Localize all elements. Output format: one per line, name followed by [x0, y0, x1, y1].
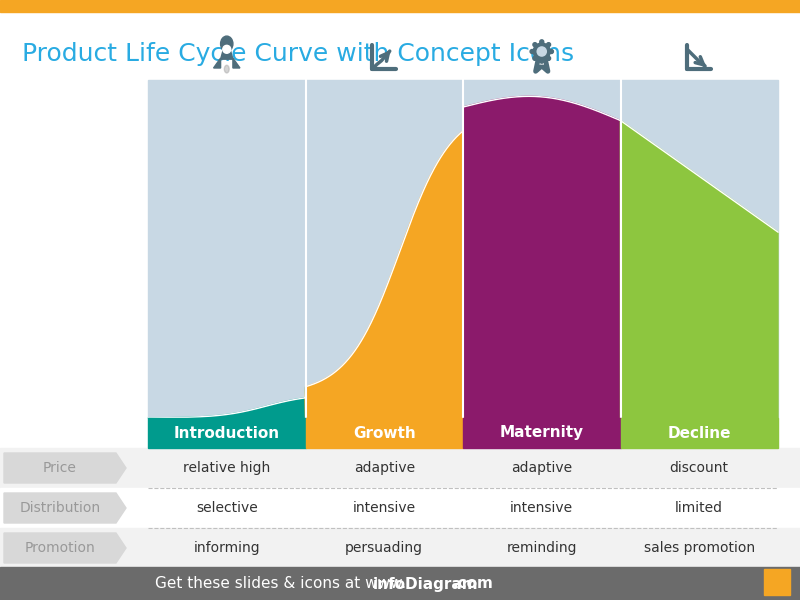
- Bar: [148, 418, 306, 448]
- Ellipse shape: [221, 36, 233, 52]
- Circle shape: [537, 46, 547, 57]
- Text: selective: selective: [196, 501, 258, 515]
- Text: intensive: intensive: [353, 501, 416, 515]
- Text: Maternity: Maternity: [500, 425, 584, 440]
- Circle shape: [540, 59, 544, 63]
- Text: reminding: reminding: [506, 541, 577, 555]
- Text: Price: Price: [43, 461, 77, 475]
- Circle shape: [550, 50, 554, 53]
- Bar: [621, 80, 778, 418]
- Bar: [0, 528, 800, 568]
- Bar: [463, 80, 621, 418]
- Circle shape: [533, 43, 537, 47]
- Polygon shape: [4, 533, 126, 563]
- Text: Decline: Decline: [667, 425, 731, 440]
- Polygon shape: [233, 58, 240, 68]
- Bar: [621, 418, 778, 448]
- Circle shape: [540, 40, 544, 44]
- Polygon shape: [221, 37, 233, 59]
- Text: persuading: persuading: [346, 541, 423, 555]
- Bar: [0, 567, 800, 600]
- Text: .com: .com: [453, 577, 494, 592]
- Text: infoDiagram: infoDiagram: [373, 577, 478, 592]
- Bar: [0, 0, 800, 12]
- Circle shape: [546, 43, 550, 47]
- Circle shape: [530, 50, 534, 53]
- Text: adaptive: adaptive: [354, 461, 415, 475]
- Circle shape: [533, 56, 537, 61]
- Polygon shape: [462, 97, 621, 418]
- Text: limited: limited: [675, 501, 723, 515]
- Bar: [306, 418, 463, 448]
- Polygon shape: [148, 386, 306, 418]
- Text: Product Life Cycle Curve with Concept Icons: Product Life Cycle Curve with Concept Ic…: [22, 42, 574, 66]
- Text: Promotion: Promotion: [25, 541, 95, 555]
- Bar: [148, 80, 306, 418]
- Polygon shape: [4, 493, 126, 523]
- Polygon shape: [305, 107, 463, 418]
- Text: Distribution: Distribution: [19, 501, 101, 515]
- Text: informing: informing: [194, 541, 260, 555]
- Circle shape: [222, 46, 230, 53]
- Ellipse shape: [224, 65, 229, 73]
- Circle shape: [546, 56, 550, 61]
- Text: Get these slides & icons at www.: Get these slides & icons at www.: [155, 577, 406, 592]
- Bar: [764, 569, 790, 595]
- Circle shape: [533, 42, 551, 61]
- Text: relative high: relative high: [183, 461, 270, 475]
- Bar: [306, 80, 463, 418]
- Text: Introduction: Introduction: [174, 425, 280, 440]
- Text: intensive: intensive: [510, 501, 574, 515]
- Bar: [0, 488, 800, 528]
- Bar: [463, 418, 621, 448]
- Polygon shape: [620, 121, 778, 418]
- Text: adaptive: adaptive: [511, 461, 572, 475]
- Bar: [0, 448, 800, 488]
- Text: discount: discount: [670, 461, 729, 475]
- Polygon shape: [214, 58, 221, 68]
- Text: sales promotion: sales promotion: [644, 541, 755, 555]
- Polygon shape: [4, 453, 126, 483]
- Text: Growth: Growth: [353, 425, 416, 440]
